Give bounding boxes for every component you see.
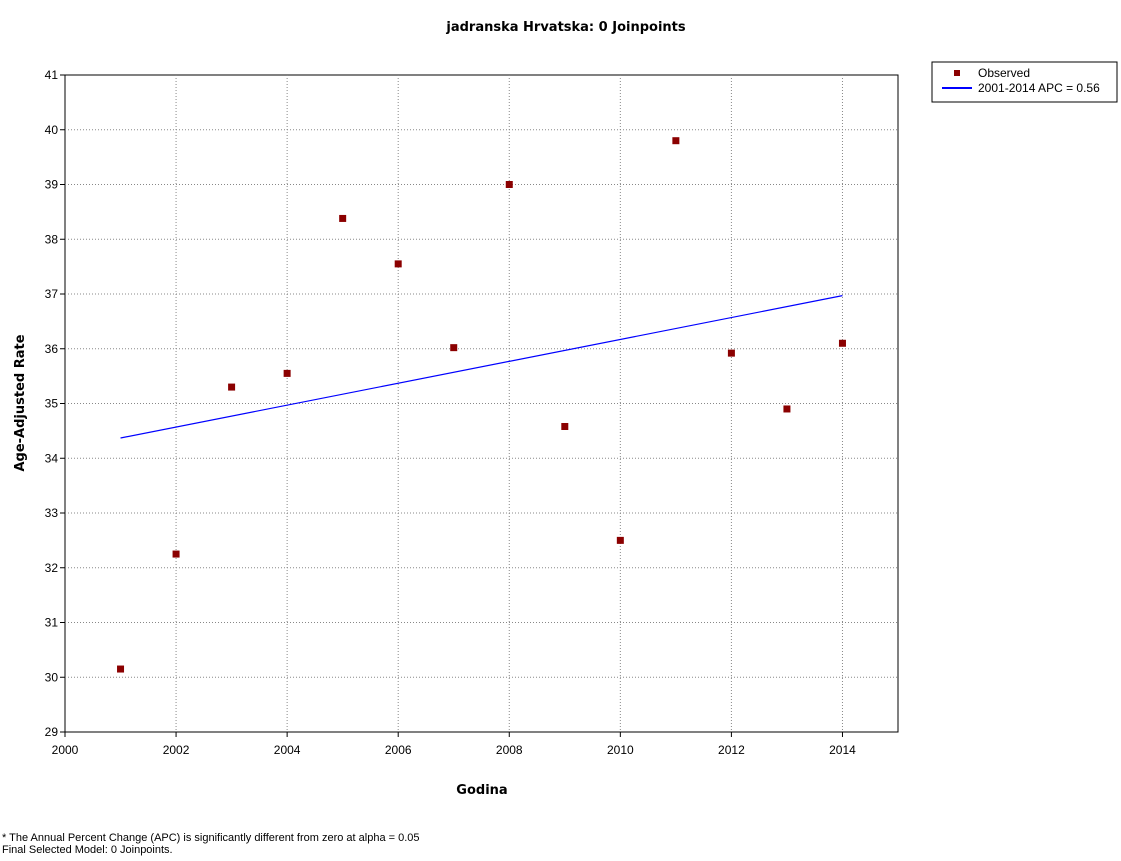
y-tick-label: 37	[45, 287, 59, 301]
footnote-apc: * The Annual Percent Change (APC) is sig…	[2, 832, 420, 844]
y-tick-label: 31	[45, 616, 59, 630]
trend-line-2001-2014	[120, 295, 843, 439]
observed-point-2012	[727, 349, 735, 357]
joinpoint-chart: jadranska Hrvatska: 0 Joinpoints 29 30 31 3…	[13, 20, 1118, 798]
x-tick-label: 2008	[496, 743, 523, 757]
legend: Observed 2001-2014 APC = 0.56	[931, 61, 1118, 103]
y-tick-label: 29	[45, 725, 59, 739]
legend-trend-label: 2001-2014 APC = 0.56	[978, 81, 1100, 95]
x-tick-label: 2000	[52, 743, 79, 757]
y-tick-label: 32	[45, 561, 59, 575]
y-tick-label: 40	[45, 123, 59, 137]
x-tick-label: 2004	[274, 743, 301, 757]
x-tick-label: 2014	[829, 743, 856, 757]
x-tick-label: 2012	[718, 743, 745, 757]
observed-point-2008	[505, 181, 513, 188]
observed-point-2005	[339, 214, 347, 222]
observed-point-2004	[283, 369, 291, 377]
x-tick-label: 2006	[385, 743, 412, 757]
y-tick-label: 36	[45, 342, 59, 356]
observed-point-2010	[616, 536, 624, 544]
y-axis-title: Age-Adjusted Rate	[13, 334, 28, 471]
observed-point-2003	[228, 383, 236, 391]
series-group	[117, 137, 846, 673]
observed-point-2007	[450, 344, 458, 352]
observed-point-2009	[561, 422, 569, 430]
observed-point-2002	[172, 550, 180, 558]
y-tick-label: 39	[45, 178, 59, 192]
y-tick-label: 35	[45, 397, 59, 411]
legend-observed-marker	[954, 70, 960, 76]
y-axis-ticks: 29 30 31 32 33 34 35 36 37 38 39 40 41	[45, 68, 65, 739]
y-tick-label: 34	[45, 451, 59, 465]
observed-point-2013	[783, 405, 791, 413]
legend-observed-label: Observed	[978, 66, 1030, 80]
observed-point-2014	[838, 339, 846, 347]
x-tick-label: 2010	[607, 743, 634, 757]
x-axis-ticks: 2000 2002 2004 2006 2008 2010 2012 2014	[52, 732, 856, 757]
y-tick-label: 38	[45, 232, 59, 246]
observed-point-2001	[117, 665, 125, 673]
observed-point-2011	[672, 137, 680, 145]
x-tick-label: 2002	[163, 743, 190, 757]
x-axis-title: Godina	[456, 783, 507, 798]
legend-box	[931, 61, 1118, 103]
y-tick-label: 30	[45, 670, 59, 684]
y-tick-label: 41	[45, 68, 59, 82]
chart-title: jadranska Hrvatska: 0 Joinpoints	[445, 20, 685, 35]
observed-point-2006	[394, 260, 402, 268]
grid-lines	[65, 75, 898, 732]
footnote-model: Final Selected Model: 0 Joinpoints.	[2, 844, 173, 856]
y-tick-label: 33	[45, 506, 59, 520]
